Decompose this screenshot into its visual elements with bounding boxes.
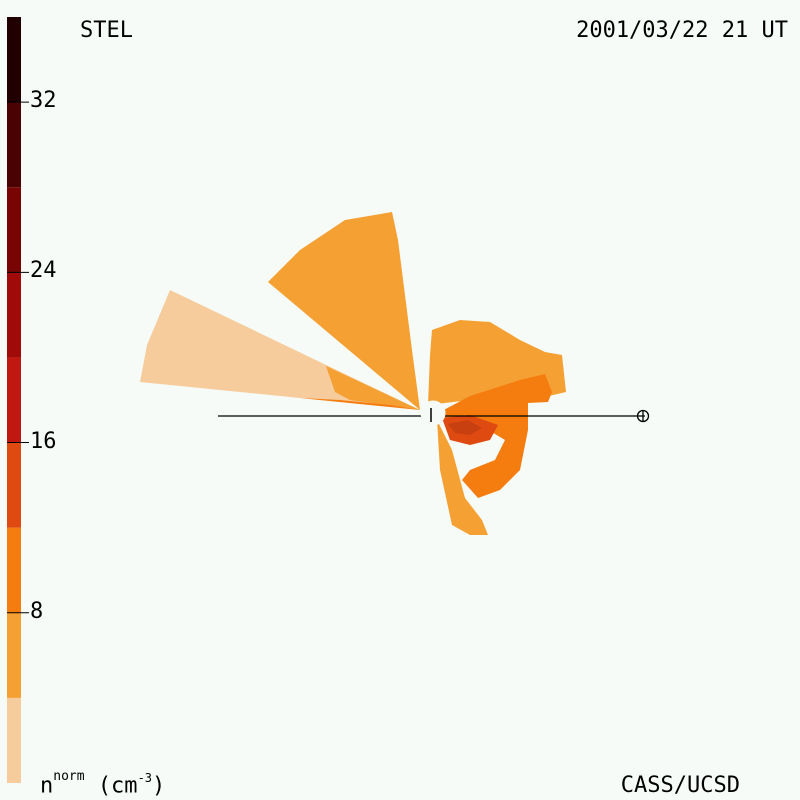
wedge-west-enhanced (300, 398, 420, 410)
colorbar-level-8 (7, 17, 21, 103)
credit-label: CASS/UCSD (620, 773, 740, 798)
colorbar-tick-label: 8 (30, 598, 44, 624)
wedge-west-sector (326, 366, 420, 410)
colorbar-tick-label: 24 (30, 258, 57, 284)
colorbar-level-6 (7, 187, 21, 273)
wedge-north-sector (268, 212, 420, 410)
wedge-east-enhanced (440, 374, 552, 498)
datetime-label: 2001/03/22 21 UT (576, 18, 788, 43)
colorbar-level-0 (7, 697, 21, 783)
colorbar (7, 17, 29, 783)
colorbar-tick-label: 32 (30, 88, 57, 114)
colorbar-level-1 (7, 612, 21, 698)
colorbar-level-7 (7, 102, 21, 188)
wedge-south-sector (437, 420, 488, 535)
wedge-core (448, 420, 482, 435)
colorbar-unit-label: nnorm (cm-3) (40, 768, 166, 798)
instrument-label: STEL (80, 18, 133, 43)
colorbar-level-2 (7, 527, 21, 613)
colorbar-level-5 (7, 272, 21, 358)
sun-marker (420, 400, 446, 426)
colorbar-tick-label: 16 (30, 428, 57, 454)
colorbar-level-3 (7, 442, 21, 528)
colorbar-level-4 (7, 357, 21, 443)
earth-marker (636, 409, 650, 423)
density-map (140, 212, 566, 535)
